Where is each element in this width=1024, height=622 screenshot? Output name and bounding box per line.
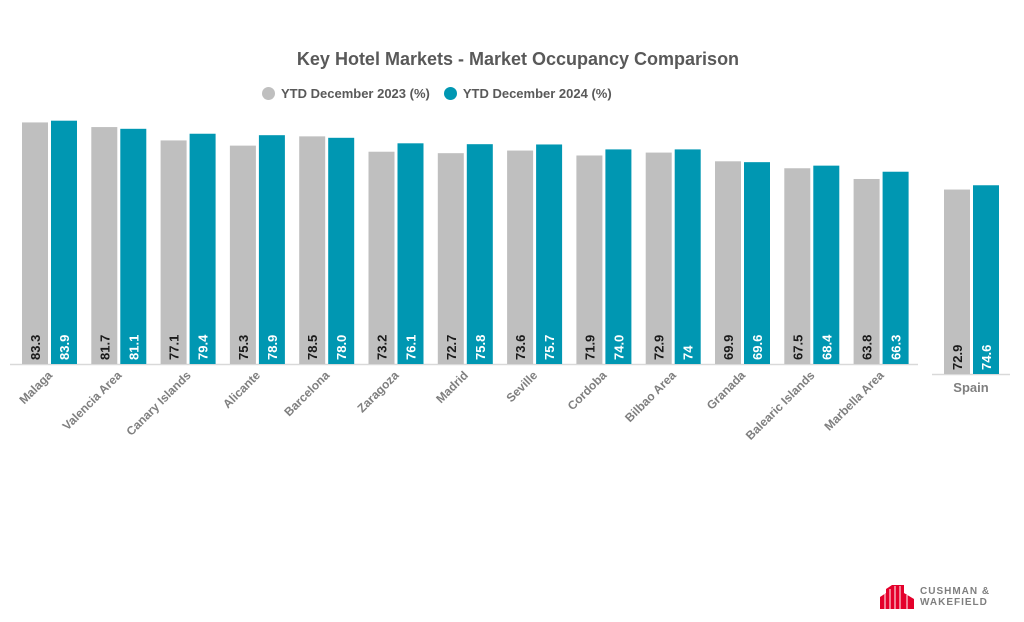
legend-swatch-2023 bbox=[262, 87, 275, 100]
data-label: 77.1 bbox=[167, 335, 182, 360]
legend-swatch-2024 bbox=[443, 87, 457, 100]
data-label: 78.9 bbox=[265, 335, 280, 360]
bar-2023 bbox=[507, 150, 534, 364]
data-label: 81.7 bbox=[97, 335, 112, 360]
legend-label-2023: YTD December 2023 (%) bbox=[281, 86, 430, 101]
data-label: 67.5 bbox=[790, 335, 805, 360]
bar-2024 bbox=[466, 144, 493, 364]
category-label: Malaga bbox=[16, 368, 55, 407]
category-label: Granada bbox=[704, 368, 749, 413]
data-label: 74 bbox=[681, 345, 696, 360]
category-label: Alicante bbox=[220, 368, 263, 411]
bar-2024 bbox=[328, 137, 355, 364]
data-label: 83.3 bbox=[28, 335, 43, 360]
category-label: Spain bbox=[953, 380, 988, 395]
cushman-wakefield-logo: CUSHMAN & WAKEFIELD bbox=[880, 585, 1000, 609]
data-label: 66.3 bbox=[889, 335, 904, 360]
bar-2023 bbox=[368, 151, 395, 364]
category-label: Valencia Area bbox=[60, 368, 125, 433]
bar-2023 bbox=[91, 127, 118, 364]
data-label: 78.5 bbox=[305, 335, 320, 360]
bar-2024 bbox=[258, 135, 285, 364]
bar-2023 bbox=[944, 189, 970, 374]
data-label: 81.1 bbox=[126, 335, 141, 360]
category-label: Balearic Islands bbox=[743, 368, 818, 443]
data-label: 63.8 bbox=[860, 335, 875, 360]
bar-2024 bbox=[51, 120, 77, 364]
logo-text: CUSHMAN & WAKEFIELD bbox=[920, 586, 991, 608]
legend-item-2023: YTD December 2023 (%) bbox=[262, 86, 430, 101]
chart-title: Key Hotel Markets - Market Occupancy Com… bbox=[296, 49, 740, 69]
category-label: Bilbao Area bbox=[622, 368, 679, 425]
bar-2024 bbox=[397, 143, 424, 364]
data-label: 72.9 bbox=[652, 335, 667, 360]
logo-building-icon bbox=[880, 585, 914, 609]
legend: YTD December 2023 (%) YTD December 2024 … bbox=[262, 86, 612, 101]
category-label: Madrid bbox=[433, 368, 471, 406]
bar-2024 bbox=[813, 165, 840, 364]
bar-2023 bbox=[645, 152, 672, 364]
data-label: 69.6 bbox=[750, 335, 765, 360]
bar-2024 bbox=[189, 133, 216, 364]
data-label: 73.6 bbox=[513, 335, 528, 360]
bar-2024 bbox=[973, 185, 999, 374]
bar-2024 bbox=[744, 162, 770, 364]
bar-2023 bbox=[22, 122, 48, 365]
bar-2023 bbox=[229, 145, 256, 364]
bar-2024 bbox=[120, 128, 147, 364]
data-label: 75.3 bbox=[236, 335, 251, 360]
bar-2023 bbox=[576, 155, 603, 364]
category-label: Canary Islands bbox=[123, 368, 193, 438]
data-label: 68.4 bbox=[819, 334, 834, 360]
category-label: Marbella Area bbox=[821, 368, 886, 433]
data-label: 73.2 bbox=[375, 335, 390, 360]
data-label: 72.9 bbox=[950, 345, 965, 370]
bar-2023 bbox=[715, 161, 741, 364]
bar-2023 bbox=[437, 153, 464, 364]
data-label: 78.0 bbox=[334, 335, 349, 360]
category-label: Barcelona bbox=[281, 368, 332, 419]
bar-2024 bbox=[536, 144, 563, 364]
data-label: 76.1 bbox=[404, 335, 419, 360]
data-label: 75.7 bbox=[542, 335, 557, 360]
category-label: Zaragoza bbox=[354, 368, 401, 415]
data-label: 74.6 bbox=[979, 345, 994, 370]
category-label: Seville bbox=[503, 368, 540, 405]
data-label: 71.9 bbox=[582, 335, 597, 360]
bar-2024 bbox=[882, 171, 909, 364]
bar-2023 bbox=[160, 140, 187, 364]
data-label: 69.9 bbox=[721, 335, 736, 360]
bar-2023 bbox=[853, 178, 880, 364]
data-label: 74.0 bbox=[611, 335, 626, 360]
data-label: 79.4 bbox=[196, 334, 211, 360]
bar-2023 bbox=[299, 136, 326, 364]
data-label: 75.8 bbox=[473, 335, 488, 360]
bar-2024 bbox=[605, 149, 632, 364]
legend-item-2024: YTD December 2024 (%) bbox=[443, 86, 612, 101]
data-label: 83.9 bbox=[57, 335, 72, 360]
bar-2023 bbox=[784, 168, 811, 364]
data-label: 72.7 bbox=[444, 335, 459, 360]
legend-label-2024: YTD December 2024 (%) bbox=[462, 86, 612, 101]
category-label: Cordoba bbox=[565, 368, 610, 413]
bar-2024 bbox=[674, 149, 701, 364]
